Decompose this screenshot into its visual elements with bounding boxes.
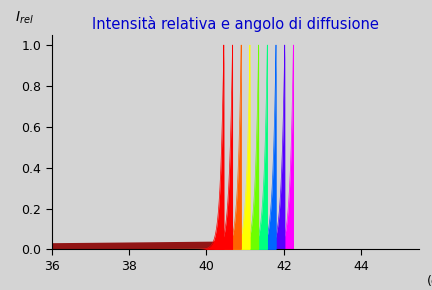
Text: $I_\mathit{rel}$: $I_\mathit{rel}$ — [15, 10, 34, 26]
Title: Intensità relativa e angolo di diffusione: Intensità relativa e angolo di diffusion… — [92, 16, 379, 32]
Text: (deg): (deg) — [426, 275, 432, 288]
